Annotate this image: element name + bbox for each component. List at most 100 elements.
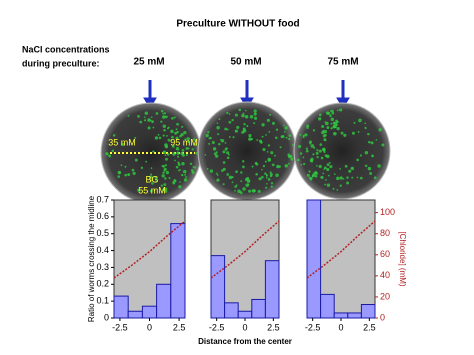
speckle	[262, 147, 266, 152]
speckle	[171, 117, 174, 120]
speckle	[168, 126, 170, 129]
speckle	[224, 127, 228, 131]
speckle	[329, 114, 332, 116]
speckle	[367, 140, 371, 144]
speckle	[157, 133, 160, 136]
speckle	[108, 154, 112, 158]
speckle	[328, 161, 331, 164]
speckle	[242, 187, 246, 191]
speckle	[313, 146, 316, 149]
bar	[156, 283, 172, 319]
speckle	[359, 176, 363, 180]
y-tick-label: 0.5	[96, 228, 109, 238]
speckle	[234, 129, 238, 133]
speckle	[181, 162, 185, 166]
speckle	[164, 145, 169, 149]
speckle	[320, 156, 324, 160]
speckle	[305, 149, 309, 153]
speckle	[241, 113, 245, 118]
speckle	[149, 175, 153, 179]
speckle	[166, 134, 168, 137]
speckle	[191, 148, 194, 151]
speckle	[319, 143, 323, 146]
speckle	[213, 152, 217, 156]
speckle	[373, 176, 377, 180]
speckle	[270, 185, 273, 188]
y2-tick-label: 0	[380, 312, 385, 322]
speckle	[166, 153, 170, 156]
speckle	[357, 130, 360, 133]
speckle	[336, 126, 340, 131]
x-axis-label: Distance from the center	[198, 337, 292, 346]
speckle	[265, 134, 267, 136]
speckle	[335, 124, 338, 127]
speckle	[181, 125, 184, 128]
dish-label: BG	[145, 174, 158, 184]
y-tick-label: 0	[104, 312, 109, 322]
chloride-line	[210, 220, 280, 279]
speckle	[174, 131, 177, 135]
speckle	[149, 189, 153, 193]
bar	[251, 298, 266, 319]
speckle	[348, 169, 352, 173]
speckle	[253, 112, 257, 116]
speckle	[240, 171, 243, 174]
speckle	[359, 154, 362, 157]
speckle	[184, 173, 187, 176]
speckle	[137, 114, 140, 118]
speckle	[344, 164, 348, 168]
speckle	[162, 112, 165, 115]
speckle	[304, 133, 308, 137]
speckle	[151, 182, 154, 185]
speckle	[284, 126, 288, 130]
condition-label: 75 mM	[327, 57, 358, 68]
speckle	[323, 168, 325, 170]
speckle	[190, 169, 194, 172]
speckle	[323, 166, 327, 170]
speckle	[329, 115, 332, 118]
speckle	[318, 113, 322, 117]
speckle	[251, 165, 254, 168]
speckle	[186, 137, 190, 141]
speckle	[244, 115, 249, 119]
speckle	[155, 180, 158, 183]
speckle	[161, 188, 165, 192]
speckle	[299, 152, 303, 155]
speckle	[163, 128, 166, 132]
speckle	[260, 141, 263, 144]
speckle	[351, 131, 355, 135]
speckle	[205, 133, 209, 138]
speckle	[248, 137, 252, 141]
speckle	[369, 172, 373, 175]
speckle	[321, 148, 324, 151]
speckle	[208, 142, 211, 145]
bar	[113, 295, 129, 319]
speckle	[299, 133, 302, 136]
speckle	[111, 149, 115, 153]
speckle	[222, 167, 226, 171]
speckle	[323, 150, 326, 154]
speckle	[176, 130, 179, 134]
speckle	[163, 112, 167, 115]
speckle	[267, 144, 271, 147]
speckle	[117, 171, 120, 174]
x-tick-label: 2.5	[267, 322, 280, 332]
speckle	[371, 154, 374, 158]
speckle	[161, 165, 164, 167]
speckle	[308, 170, 311, 173]
speckle	[255, 172, 258, 176]
speckle	[151, 120, 154, 124]
y-axis-label: Ratio of worms crossing the midline	[87, 195, 96, 322]
speckle	[364, 151, 369, 155]
condition-label: 25 mM	[133, 57, 164, 68]
speckle	[358, 118, 362, 123]
speckle	[312, 153, 315, 156]
speckle	[185, 176, 187, 178]
speckle	[306, 124, 310, 128]
speckle	[173, 116, 176, 119]
speckle	[308, 140, 312, 144]
speckle	[377, 164, 381, 168]
speckle	[124, 165, 127, 168]
speckle	[367, 166, 372, 171]
speckle	[333, 131, 337, 136]
